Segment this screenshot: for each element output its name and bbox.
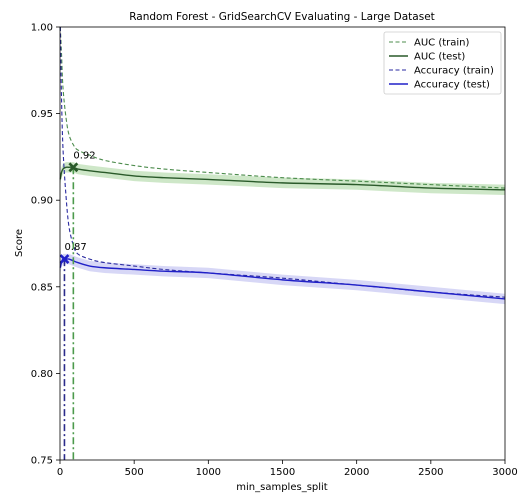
band-accuracy-test: [60, 253, 506, 305]
legend-box: [383, 31, 502, 95]
best-label-auc: 0.92: [73, 150, 95, 161]
x-tick-label: 1500: [270, 467, 295, 478]
chart-title: Random Forest - GridSearchCV Evaluating …: [129, 11, 435, 23]
line-accuracy-train: [59, 26, 506, 298]
x-axis-label: min_samples_split: [236, 482, 328, 493]
x-tick-label: 3000: [492, 467, 517, 478]
y-tick-label: 0.80: [31, 369, 53, 380]
legend-label-accuracy-train: Accuracy (train): [414, 66, 494, 77]
band-auc-test: [60, 162, 506, 195]
legend-label-auc-test: AUC (test): [414, 52, 465, 63]
best-label-accuracy: 0.87: [64, 242, 86, 253]
y-tick-label: 0.95: [31, 109, 53, 120]
x-tick-label: 0: [57, 467, 63, 478]
legend-label-auc-train: AUC (train): [414, 38, 469, 49]
x-tick-label: 1000: [196, 467, 221, 478]
x-axis-ticks: 0 500 1000 1500 2000 2500 3000: [57, 460, 518, 478]
line-auc-train: [59, 26, 506, 189]
y-tick-label: 0.85: [31, 282, 53, 293]
y-tick-label: 1.00: [31, 23, 53, 34]
x-tick-label: 2000: [344, 467, 369, 478]
x-tick-label: 500: [125, 467, 144, 478]
y-tick-label: 0.90: [31, 196, 53, 207]
y-tick-label: 0.75: [31, 456, 53, 467]
y-axis-ticks: 0.75 0.80 0.85 0.90 0.95 1.00: [31, 23, 60, 467]
best-marker-auc: [68, 162, 79, 173]
line-auc-test: [59, 166, 506, 191]
best-score-markers: 0.92 0.87: [59, 150, 96, 460]
legend: AUC (train) AUC (test) Accuracy (train) Acc…: [383, 31, 502, 95]
best-marker-accuracy: [59, 254, 70, 265]
y-axis-label: Score: [14, 229, 25, 257]
x-tick-label: 2500: [418, 467, 443, 478]
legend-label-accuracy-test: Accuracy (test): [414, 80, 490, 91]
